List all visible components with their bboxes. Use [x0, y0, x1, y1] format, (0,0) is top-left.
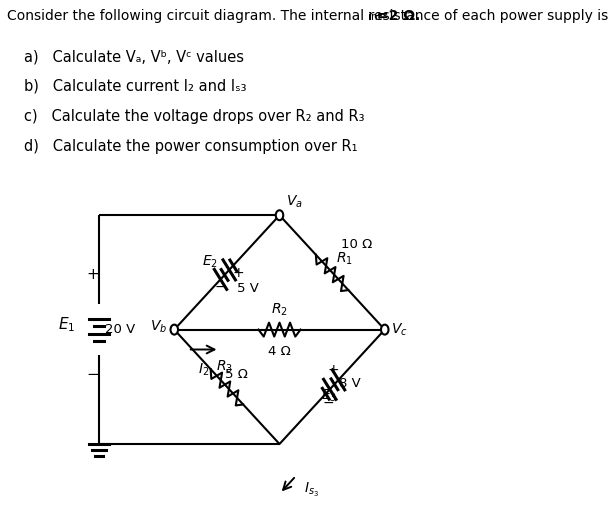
Text: $I_2$: $I_2$: [198, 361, 209, 378]
Text: −: −: [323, 395, 334, 409]
Text: $R_2$: $R_2$: [271, 301, 288, 318]
Text: a)   Calculate Vₐ, Vᵇ, Vᶜ values: a) Calculate Vₐ, Vᵇ, Vᶜ values: [24, 49, 244, 64]
Text: $V_a$: $V_a$: [285, 193, 303, 209]
Text: $V_b$: $V_b$: [149, 318, 167, 335]
Text: int: int: [368, 12, 382, 22]
Text: $E_1$: $E_1$: [58, 315, 75, 334]
Text: b)   Calculate current I₂ and Iₛ₃: b) Calculate current I₂ and Iₛ₃: [24, 79, 246, 94]
Text: −: −: [215, 280, 226, 294]
Text: $R_1$: $R_1$: [336, 250, 353, 267]
Text: 8 V: 8 V: [339, 378, 361, 391]
Circle shape: [381, 325, 389, 334]
Circle shape: [276, 210, 283, 220]
Circle shape: [171, 325, 178, 334]
Text: $R_3$: $R_3$: [216, 358, 232, 375]
Text: +: +: [87, 267, 99, 282]
Text: $I_{s_3}$: $I_{s_3}$: [304, 481, 318, 499]
Text: 4 Ω: 4 Ω: [268, 345, 291, 358]
Text: $V_c$: $V_c$: [391, 321, 407, 338]
Text: c)   Calculate the voltage drops over R₂ and R₃: c) Calculate the voltage drops over R₂ a…: [24, 109, 364, 124]
Text: 5 V: 5 V: [237, 282, 259, 295]
Text: 20 V: 20 V: [105, 323, 135, 336]
Text: $E_2$: $E_2$: [202, 254, 218, 270]
Text: +: +: [328, 363, 339, 377]
Text: d)   Calculate the power consumption over R₁: d) Calculate the power consumption over …: [24, 139, 357, 154]
Text: $E_3$: $E_3$: [321, 388, 337, 404]
Text: 10 Ω: 10 Ω: [341, 238, 372, 251]
Text: −: −: [87, 367, 99, 382]
Text: Consider the following circuit diagram. The internal resistance of each power su: Consider the following circuit diagram. …: [7, 9, 610, 23]
Text: +: +: [233, 266, 245, 280]
Text: 5 Ω: 5 Ω: [224, 367, 248, 381]
Text: =2 Ω.: =2 Ω.: [377, 9, 420, 23]
